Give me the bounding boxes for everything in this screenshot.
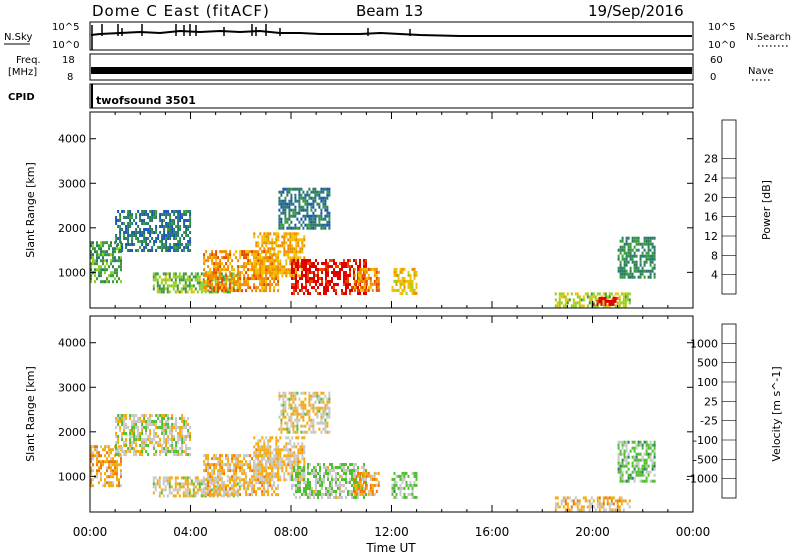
data-region-4: [253, 436, 306, 482]
freq-tick-high: 18: [62, 55, 75, 66]
freq-unit: [MHz]: [8, 67, 37, 78]
velocity-data-layer: [90, 391, 656, 512]
y-tick-label: 3000: [58, 177, 86, 190]
colorbar-tick-label: -500: [693, 453, 718, 466]
colorbar-tick-label: 4: [711, 269, 718, 282]
y-tick-label: 1000: [58, 470, 86, 483]
time-axis: 00:00 04:00 08:00 12:00 16:00 20:00 00:00: [73, 525, 711, 539]
nsky-tick-low: 10^0: [52, 40, 79, 51]
data-region-10: [278, 391, 331, 434]
velocity-axis: 1000 2000 3000 4000: [58, 316, 694, 512]
nave-label: Nave: [748, 66, 774, 77]
colorbar-tick-label: 1000: [690, 337, 718, 350]
x-axis-label: Time UT: [365, 541, 416, 554]
colorbar-tick-label: -100: [693, 434, 718, 447]
velocity-colorbar-label: Velocity [m s^-1]: [770, 366, 783, 461]
freq-panel: Freq. [MHz] 18 8 60 0 Nave: [8, 53, 774, 83]
x-tick-label: 08:00: [274, 525, 309, 539]
velocity-ylabel: Slant Range [km]: [24, 366, 37, 462]
data-region-6: [353, 471, 380, 496]
nsearch-tick-high: 10^5: [708, 22, 735, 33]
power-colorbar-label: Power [dB]: [760, 180, 773, 240]
cpid-label: CPID: [8, 92, 35, 103]
colorbar-tick-label: 24: [704, 172, 718, 185]
cpid-value: twofsound 3501: [96, 94, 196, 107]
x-tick-label: 00:00: [73, 525, 108, 539]
colorbar-tick-label: 20: [704, 191, 718, 204]
y-tick-label: 4000: [58, 133, 86, 146]
y-tick-label: 4000: [58, 337, 86, 350]
nsky-panel: N.Sky 10^5 10^0 10^5 10^0 N.Search: [4, 21, 791, 51]
freq-trace: [91, 67, 692, 74]
nsky-trace: [90, 29, 692, 37]
beam-label: Beam 13: [356, 2, 423, 20]
colorbar-tick-label: 12: [704, 230, 718, 243]
x-tick-label: 12:00: [374, 525, 409, 539]
power-panel: 1000 2000 3000 4000 Slant Range [km]: [24, 111, 694, 309]
y-tick-label: 1000: [58, 266, 86, 279]
nsearch-tick-low: 10^0: [708, 40, 735, 51]
data-region-9: [592, 296, 619, 306]
x-tick-label: 00:00: [676, 525, 711, 539]
power-colorbar: 4 8 12 16 20 24 28 Power [dB]: [704, 119, 773, 295]
colorbar-tick-label: -25: [700, 415, 718, 428]
data-region-0: [90, 445, 122, 488]
nave-tick-high: 60: [710, 55, 723, 66]
data-region-6: [353, 267, 380, 292]
station-title: Dome C East (fitACF): [92, 2, 270, 20]
power-data-layer: [90, 187, 656, 308]
power-axis: 1000 2000 3000 4000: [58, 112, 694, 308]
y-tick-label: 2000: [58, 426, 86, 439]
nsky-spikes: [91, 24, 411, 50]
velocity-panel: 1000 2000 3000 4000 Slant Range [km]: [24, 315, 694, 513]
freq-label: Freq.: [16, 55, 41, 66]
date-label: 19/Sep/2016: [588, 2, 684, 20]
freq-tick-low: 8: [67, 72, 73, 83]
y-tick-label: 3000: [58, 381, 86, 394]
x-tick-label: 20:00: [575, 525, 610, 539]
colorbar-tick-label: 8: [711, 249, 718, 262]
y-tick-label: 2000: [58, 222, 86, 235]
data-region-11: [278, 187, 331, 230]
velocity-colorbar: -1000 -500 -100 -25 25 100 500 1000 Velocity [m…: [686, 323, 783, 499]
data-region-0: [90, 241, 122, 284]
colorbar-tick-label: 100: [697, 376, 718, 389]
data-region-5: [291, 463, 367, 499]
data-region-4: [253, 232, 306, 278]
nave-tick-low: 0: [710, 72, 716, 83]
nsky-tick-high: 10^5: [52, 22, 79, 33]
colorbar-tick-label: 28: [704, 153, 718, 166]
data-region-7: [391, 471, 418, 499]
data-region-1: [115, 414, 192, 456]
data-region-9: [617, 440, 656, 483]
x-tick-label: 16:00: [475, 525, 510, 539]
data-region-3: [203, 454, 280, 497]
colorbar-tick-label: 500: [697, 357, 718, 370]
nsearch-label: N.Search: [746, 32, 791, 43]
power-ylabel: Slant Range [km]: [24, 162, 37, 258]
colorbar-tick-label: 25: [704, 395, 718, 408]
data-region-7: [391, 267, 418, 295]
data-region-1: [115, 210, 192, 252]
data-region-10: [617, 236, 656, 279]
colorbar-tick-label: 16: [704, 211, 718, 224]
x-tick-label: 04:00: [173, 525, 208, 539]
cpid-panel: CPID twofsound 3501: [8, 83, 694, 109]
colorbar-tick-label: -1000: [686, 473, 718, 486]
nsky-label: N.Sky: [4, 32, 32, 43]
